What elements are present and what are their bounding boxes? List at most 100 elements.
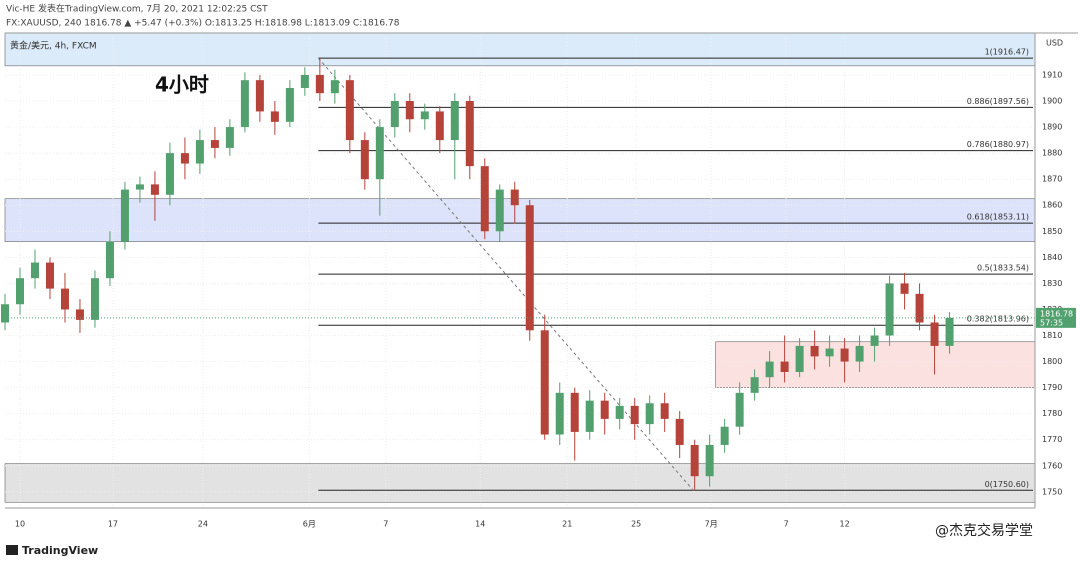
fib-label: 0.886(1897.56) bbox=[967, 97, 1029, 106]
candle-body bbox=[615, 405, 624, 419]
candle-body bbox=[675, 418, 684, 445]
candle-body bbox=[270, 111, 279, 122]
candle-body bbox=[885, 283, 894, 336]
last-price-label: 1816.78 bbox=[1040, 309, 1073, 318]
y-tick-label: 1750 bbox=[1042, 487, 1062, 496]
x-tick-label: 24 bbox=[198, 520, 208, 529]
candle-body bbox=[600, 400, 609, 419]
y-tick-label: 1790 bbox=[1042, 383, 1062, 392]
candle-body bbox=[855, 345, 864, 362]
candle-body bbox=[345, 80, 354, 141]
candle-body bbox=[480, 166, 489, 232]
candle-body bbox=[735, 392, 744, 427]
candle-body bbox=[765, 361, 774, 378]
candle-body bbox=[420, 111, 429, 120]
currency: USD bbox=[1046, 39, 1063, 48]
candle-body bbox=[525, 205, 534, 331]
candle-body bbox=[90, 278, 99, 320]
candle-body bbox=[330, 80, 339, 94]
candle-body bbox=[450, 101, 459, 141]
candle-body bbox=[810, 345, 819, 357]
y-tick-label: 1840 bbox=[1042, 253, 1062, 262]
x-tick-label: 17 bbox=[108, 520, 118, 529]
x-tick-label: 21 bbox=[562, 520, 572, 529]
x-tick-label: 7 bbox=[383, 520, 388, 529]
candle-body bbox=[645, 403, 654, 425]
candle-body bbox=[690, 444, 699, 477]
candle-body bbox=[900, 283, 909, 294]
candle-body bbox=[660, 403, 669, 419]
zone bbox=[4, 198, 1036, 243]
candle-body bbox=[540, 330, 549, 435]
candle-body bbox=[825, 348, 834, 357]
candle-body bbox=[195, 140, 204, 164]
y-tick-label: 1810 bbox=[1042, 331, 1062, 340]
last-price-box bbox=[1036, 307, 1076, 328]
candle-body bbox=[780, 361, 789, 372]
zone bbox=[4, 463, 1036, 503]
legend: 黄金/美元, 4h, FXCM bbox=[10, 40, 97, 52]
x-tick-label: 10 bbox=[15, 520, 25, 529]
fib-label: 0.382(1813.96) bbox=[967, 315, 1029, 324]
y-tick-label: 1880 bbox=[1042, 149, 1062, 158]
candle-body bbox=[945, 317, 954, 346]
candle-body bbox=[105, 241, 114, 279]
y-tick-label: 1860 bbox=[1042, 201, 1062, 210]
countdown: 57:35 bbox=[1040, 318, 1063, 327]
candle-body bbox=[210, 140, 219, 148]
y-tick-label: 1890 bbox=[1042, 123, 1062, 132]
y-tick-label: 1870 bbox=[1042, 175, 1062, 184]
candle-body bbox=[255, 80, 264, 112]
candle-body bbox=[465, 101, 474, 167]
candle-body bbox=[405, 101, 414, 120]
candle-body bbox=[120, 189, 129, 242]
candle-body bbox=[495, 189, 504, 232]
y-tick-label: 1760 bbox=[1042, 461, 1062, 470]
symbol-line: FX:XAUUSD, 240 1816.78 ▲ +5.47 (+0.3%) O… bbox=[6, 19, 400, 29]
candle-body bbox=[930, 322, 939, 346]
candle-body bbox=[30, 262, 39, 279]
candle-body bbox=[555, 392, 564, 435]
candle-body bbox=[840, 348, 849, 362]
fib-label: 1(1916.47) bbox=[985, 48, 1029, 57]
x-tick-label: 7月 bbox=[705, 520, 718, 529]
candle-body bbox=[135, 184, 144, 190]
y-tick-label: 1780 bbox=[1042, 409, 1062, 418]
y-tick-label: 1830 bbox=[1042, 279, 1062, 288]
x-tick-label: 7 bbox=[784, 520, 789, 529]
candle-body bbox=[225, 127, 234, 148]
zone bbox=[4, 32, 1036, 67]
plot: 1(1916.47) 0.886(1897.56) 0.786(1880.97) 0.… bbox=[1, 32, 1036, 508]
fib-label: 0.786(1880.97) bbox=[967, 140, 1029, 149]
fib-label: 0.618(1853.11) bbox=[967, 213, 1029, 222]
candle-body bbox=[705, 444, 714, 477]
candle-body bbox=[510, 189, 519, 206]
watermark: @杰克交易学堂 bbox=[935, 522, 1033, 539]
candle-body bbox=[375, 127, 384, 180]
candle-body bbox=[45, 262, 54, 289]
candle-body bbox=[390, 101, 399, 128]
y-tick-label: 1850 bbox=[1042, 227, 1062, 236]
candle-body bbox=[315, 74, 324, 94]
candle-body bbox=[240, 80, 249, 128]
candle-body bbox=[1, 304, 9, 323]
x-tick-label: 12 bbox=[839, 520, 849, 529]
y-tick-label: 1770 bbox=[1042, 435, 1062, 444]
candle-body bbox=[285, 87, 294, 122]
x-tick-label: 25 bbox=[631, 520, 641, 529]
candle-body bbox=[630, 405, 639, 425]
candle-body bbox=[15, 278, 24, 305]
fib-label: 0.5(1833.54) bbox=[977, 264, 1029, 273]
annotation: 4小时 bbox=[155, 73, 209, 97]
candle-body bbox=[360, 140, 369, 180]
y-tick-label: 1900 bbox=[1042, 97, 1062, 106]
candle-body bbox=[150, 184, 159, 195]
candle-body bbox=[435, 111, 444, 141]
candle-body bbox=[750, 377, 759, 393]
author-line: Vic-HE 发表在TradingView.com, 7月 20, 2021 1… bbox=[6, 3, 268, 15]
x-tick-label: 6月 bbox=[303, 520, 316, 529]
logo: TradingView bbox=[22, 544, 98, 557]
candle-body bbox=[165, 153, 174, 195]
